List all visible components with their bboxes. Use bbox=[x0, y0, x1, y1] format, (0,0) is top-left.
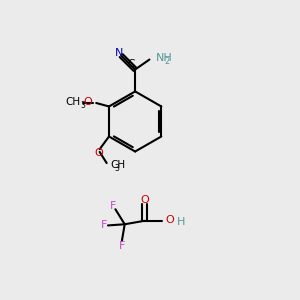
Text: C: C bbox=[127, 59, 135, 69]
Text: CH: CH bbox=[111, 160, 126, 170]
Text: 2: 2 bbox=[164, 57, 170, 66]
Text: O: O bbox=[140, 195, 149, 205]
Text: N: N bbox=[115, 48, 123, 58]
Text: O: O bbox=[94, 148, 103, 158]
Text: F: F bbox=[100, 220, 107, 230]
Text: H: H bbox=[177, 217, 185, 227]
Text: 3: 3 bbox=[81, 101, 85, 110]
Text: 3: 3 bbox=[115, 164, 119, 173]
Text: F: F bbox=[119, 241, 125, 250]
Text: O: O bbox=[165, 215, 174, 225]
Text: F: F bbox=[110, 201, 117, 211]
Text: NH: NH bbox=[156, 53, 173, 63]
Text: CH: CH bbox=[65, 97, 80, 107]
Text: O: O bbox=[83, 97, 92, 107]
